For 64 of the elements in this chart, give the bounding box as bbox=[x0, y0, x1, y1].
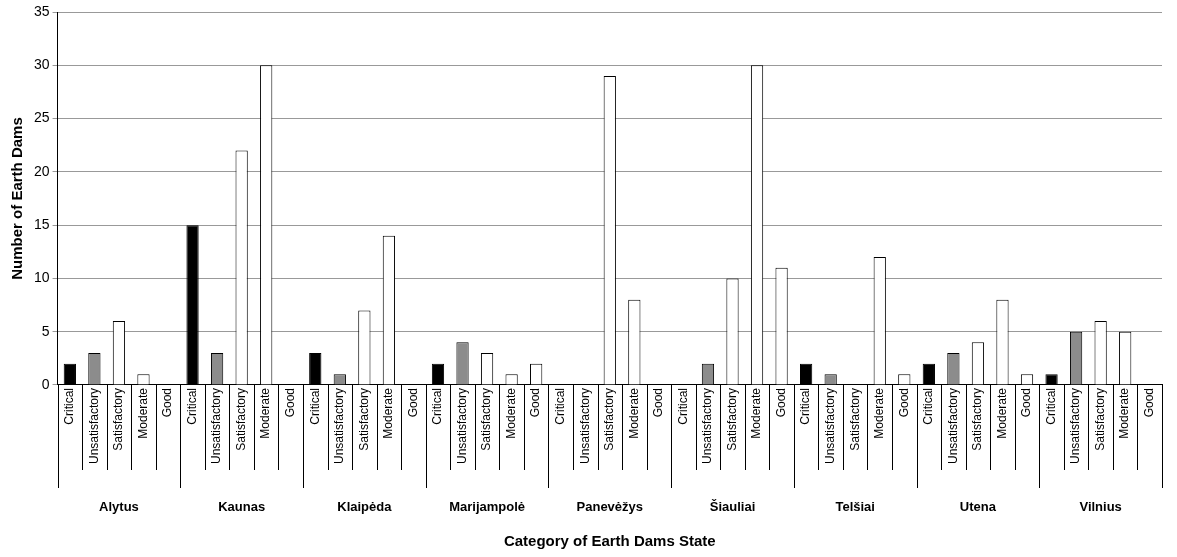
text: Klaipėda bbox=[337, 498, 393, 514]
x-tick-label: Good bbox=[283, 387, 298, 418]
x-tick-label: Critical bbox=[62, 387, 77, 425]
x-tick-label: Satisfactory bbox=[970, 387, 985, 451]
y-tick-label: 20 bbox=[33, 162, 50, 179]
x-tick-label: Unsatisfactory bbox=[577, 387, 592, 465]
y-tick-label: 25 bbox=[33, 109, 50, 126]
text: Utena bbox=[959, 498, 997, 514]
x-tick-label: Good bbox=[1142, 387, 1157, 418]
x-tick-label: Unsatisfactory bbox=[945, 387, 960, 465]
x-tick-label: Good bbox=[651, 387, 666, 418]
x-tick-label: Critical bbox=[921, 387, 936, 425]
x-tick-label: Unsatisfactory bbox=[332, 387, 347, 465]
x-tick-label: Good bbox=[773, 387, 788, 418]
y-tick-label: 5 bbox=[41, 322, 50, 339]
x-tick-label: Good bbox=[1019, 387, 1034, 418]
x-tick-label: Satisfactory bbox=[233, 387, 248, 451]
x-tick-label: Unsatisfactory bbox=[209, 387, 224, 465]
x-tick-label: Critical bbox=[798, 387, 813, 425]
x-tick-label: Unsatisfactory bbox=[700, 387, 715, 465]
x-tick-label: Moderate bbox=[1117, 387, 1132, 439]
y-tick-label: 35 bbox=[33, 2, 50, 19]
x-tick-label: Critical bbox=[184, 387, 199, 425]
x-tick-label: Moderate bbox=[626, 387, 641, 439]
x-tick-label: Satisfactory bbox=[724, 387, 739, 451]
x-tick-label: Moderate bbox=[258, 387, 273, 439]
x-tick-label: Unsatisfactory bbox=[1068, 387, 1083, 465]
x-tick-label: Satisfactory bbox=[111, 387, 126, 451]
x-tick-label: Moderate bbox=[994, 387, 1009, 439]
text: Kaunas bbox=[218, 498, 266, 514]
x-tick-label: Good bbox=[896, 387, 911, 418]
x-tick-label: Moderate bbox=[381, 387, 396, 439]
x-tick-label: Moderate bbox=[749, 387, 764, 439]
x-tick-label: Critical bbox=[675, 387, 690, 425]
x-tick-label: Satisfactory bbox=[479, 387, 494, 451]
y-tick-label: 0 bbox=[41, 375, 50, 392]
text: Panevėžys bbox=[576, 498, 644, 514]
x-tick-label: Moderate bbox=[872, 387, 887, 439]
text: Telšiai bbox=[835, 498, 875, 514]
x-tick-label: Critical bbox=[430, 387, 445, 425]
x-tick-label: Good bbox=[160, 387, 175, 418]
x-tick-label: Moderate bbox=[503, 387, 518, 439]
x-tick-label: Satisfactory bbox=[356, 387, 371, 451]
text: Marijampolė bbox=[449, 498, 525, 514]
x-tick-label: Satisfactory bbox=[847, 387, 862, 451]
x-tick-label: Good bbox=[405, 387, 420, 418]
x-tick-label: Satisfactory bbox=[602, 387, 617, 451]
x-axis-title: Category of Earth Dams State bbox=[503, 532, 716, 550]
x-tick-label: Unsatisfactory bbox=[86, 387, 101, 465]
x-tick-label: Moderate bbox=[135, 387, 150, 439]
y-axis-title: Number of Earth Dams bbox=[8, 117, 26, 280]
y-tick-label: 15 bbox=[33, 215, 50, 232]
text: Šiauliai bbox=[709, 498, 756, 514]
x-tick-label: Critical bbox=[553, 387, 568, 425]
x-tick-label: Satisfactory bbox=[1092, 387, 1107, 451]
y-tick-label: 30 bbox=[33, 56, 50, 73]
text: Alytus bbox=[99, 498, 139, 514]
x-tick-label: Critical bbox=[1043, 387, 1058, 425]
x-tick-label: Unsatisfactory bbox=[454, 387, 469, 465]
x-tick-label: Unsatisfactory bbox=[822, 387, 837, 465]
x-tick-label: Good bbox=[528, 387, 543, 418]
text: Vilnius bbox=[1079, 498, 1122, 514]
x-tick-label: Critical bbox=[307, 387, 322, 425]
y-tick-label: 10 bbox=[33, 269, 50, 286]
